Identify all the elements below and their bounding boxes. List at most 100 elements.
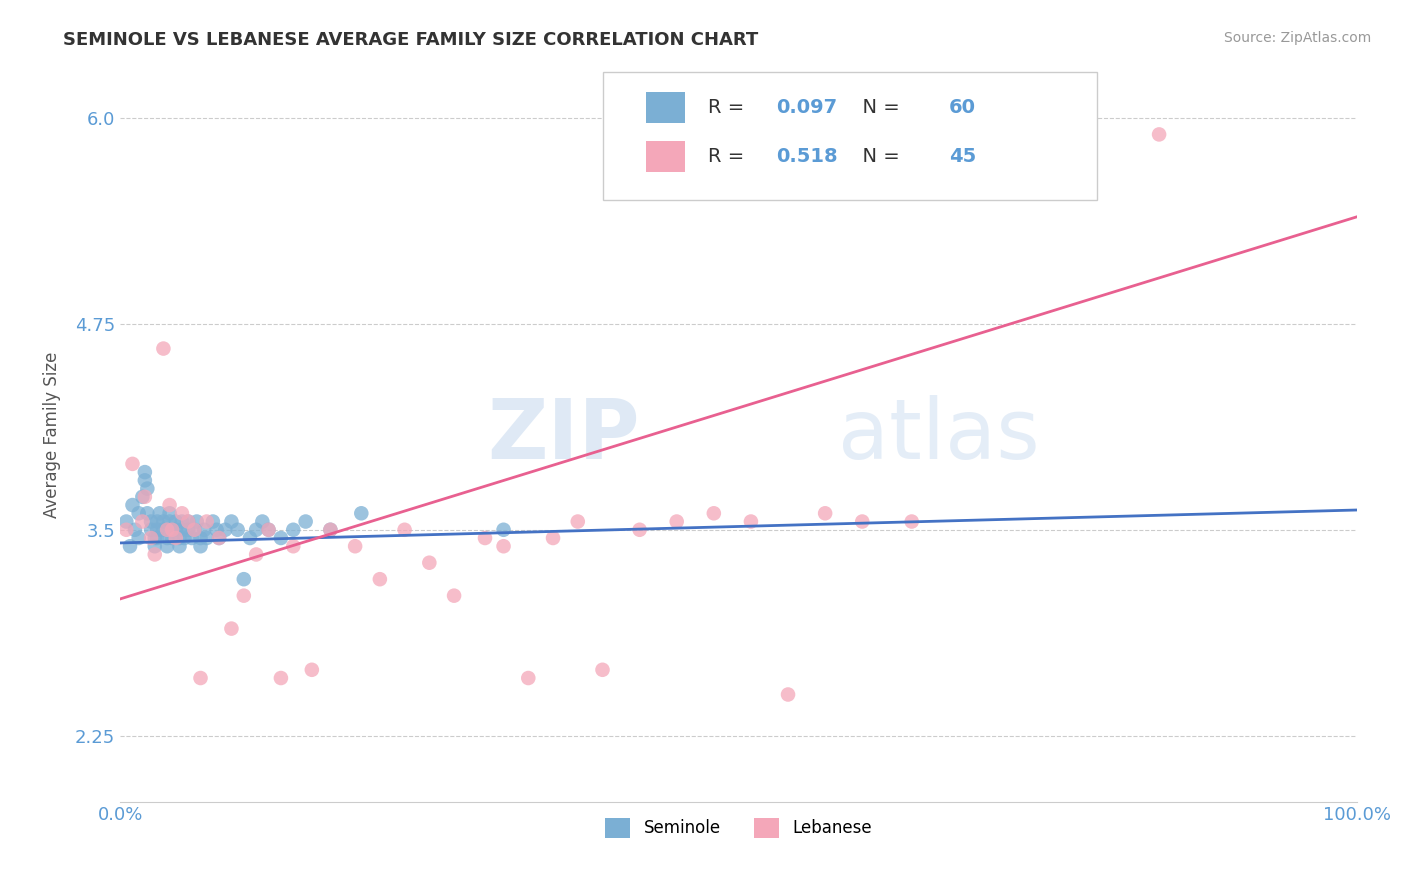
Point — [900, 515, 922, 529]
Point — [190, 539, 212, 553]
Point — [567, 515, 589, 529]
Point — [169, 531, 191, 545]
Text: ZIP: ZIP — [486, 394, 640, 475]
Point — [190, 671, 212, 685]
Point — [270, 671, 292, 685]
Text: 0.518: 0.518 — [776, 147, 838, 166]
Point — [160, 523, 183, 537]
Text: SEMINOLE VS LEBANESE AVERAGE FAMILY SIZE CORRELATION CHART: SEMINOLE VS LEBANESE AVERAGE FAMILY SIZE… — [63, 31, 758, 49]
Point — [319, 523, 342, 537]
Point — [143, 531, 166, 545]
Point — [257, 523, 280, 537]
Point — [776, 688, 799, 702]
Point — [319, 523, 342, 537]
Point — [173, 531, 195, 545]
Point — [628, 523, 651, 537]
Point — [159, 506, 181, 520]
Point — [294, 515, 316, 529]
Point — [195, 515, 218, 529]
Point — [121, 498, 143, 512]
Point — [165, 531, 187, 545]
Point — [186, 515, 208, 529]
Point — [165, 515, 187, 529]
Text: N =: N = — [849, 98, 905, 117]
Point — [183, 523, 205, 537]
Point — [139, 515, 162, 529]
Point — [134, 465, 156, 479]
Point — [131, 515, 153, 529]
Point — [131, 490, 153, 504]
Point — [492, 523, 515, 537]
Point — [418, 556, 440, 570]
Point — [169, 539, 191, 553]
Point — [740, 515, 762, 529]
Point — [121, 457, 143, 471]
Point — [159, 498, 181, 512]
Point — [301, 663, 323, 677]
Text: R =: R = — [707, 147, 751, 166]
Text: N =: N = — [849, 147, 905, 166]
Point — [270, 531, 292, 545]
Text: 45: 45 — [949, 147, 976, 166]
Point — [208, 531, 231, 545]
Point — [201, 515, 224, 529]
Point — [143, 548, 166, 562]
Point — [257, 523, 280, 537]
Point — [115, 523, 138, 537]
Point — [214, 523, 236, 537]
Text: 0.097: 0.097 — [776, 98, 837, 117]
Y-axis label: Average Family Size: Average Family Size — [44, 351, 60, 518]
Point — [143, 539, 166, 553]
Point — [160, 523, 183, 537]
Point — [136, 506, 159, 520]
Point — [128, 506, 150, 520]
Point — [177, 515, 200, 529]
Point — [152, 515, 174, 529]
FancyBboxPatch shape — [645, 92, 685, 123]
Point — [149, 506, 172, 520]
Point — [245, 548, 267, 562]
Point — [128, 531, 150, 545]
Point — [443, 589, 465, 603]
Point — [226, 523, 249, 537]
Point — [183, 523, 205, 537]
Point — [165, 523, 187, 537]
Point — [283, 523, 305, 537]
Point — [517, 671, 540, 685]
Point — [592, 663, 614, 677]
Point — [146, 531, 169, 545]
Point — [160, 531, 183, 545]
Point — [156, 531, 179, 545]
Point — [492, 539, 515, 553]
Point — [139, 531, 162, 545]
Point — [136, 482, 159, 496]
FancyBboxPatch shape — [603, 72, 1097, 201]
Point — [146, 523, 169, 537]
Point — [159, 515, 181, 529]
Point — [665, 515, 688, 529]
Point — [1147, 128, 1170, 142]
Point — [252, 515, 274, 529]
Point — [368, 572, 391, 586]
Point — [703, 506, 725, 520]
Point — [193, 523, 215, 537]
Text: R =: R = — [707, 98, 751, 117]
Text: 60: 60 — [949, 98, 976, 117]
Point — [134, 490, 156, 504]
Point — [208, 531, 231, 545]
Point — [474, 531, 496, 545]
Point — [134, 474, 156, 488]
Point — [221, 515, 243, 529]
Point — [814, 506, 837, 520]
Point — [394, 523, 416, 537]
Point — [146, 515, 169, 529]
Point — [205, 523, 228, 537]
Point — [195, 531, 218, 545]
Text: atlas: atlas — [838, 394, 1039, 475]
Point — [177, 523, 200, 537]
Point — [156, 539, 179, 553]
Point — [170, 515, 193, 529]
Point — [851, 515, 873, 529]
Text: Source: ZipAtlas.com: Source: ZipAtlas.com — [1223, 31, 1371, 45]
Point — [170, 523, 193, 537]
